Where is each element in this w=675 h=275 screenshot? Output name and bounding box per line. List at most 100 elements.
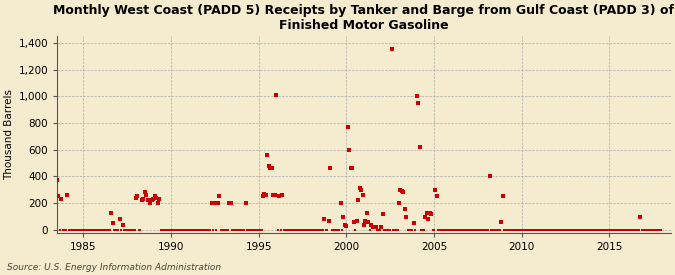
Point bbox=[607, 228, 618, 232]
Point bbox=[75, 228, 86, 232]
Point bbox=[499, 228, 510, 232]
Point bbox=[333, 228, 344, 232]
Point bbox=[512, 228, 522, 232]
Point bbox=[566, 228, 577, 232]
Point bbox=[506, 228, 517, 232]
Point bbox=[292, 228, 302, 232]
Point bbox=[468, 228, 479, 232]
Point bbox=[119, 228, 130, 232]
Point bbox=[443, 228, 454, 232]
Point bbox=[543, 228, 554, 232]
Point bbox=[211, 228, 221, 232]
Point bbox=[489, 228, 500, 232]
Point bbox=[400, 206, 410, 211]
Point bbox=[377, 212, 388, 216]
Point bbox=[325, 166, 335, 170]
Point bbox=[462, 228, 473, 232]
Point bbox=[303, 228, 314, 232]
Point bbox=[138, 197, 148, 201]
Point bbox=[446, 228, 457, 232]
Point bbox=[423, 217, 433, 221]
Point bbox=[262, 153, 273, 157]
Point bbox=[477, 228, 488, 232]
Point bbox=[421, 210, 432, 215]
Point bbox=[97, 228, 107, 232]
Point bbox=[55, 228, 65, 232]
Point bbox=[153, 201, 163, 205]
Point bbox=[136, 198, 147, 203]
Point bbox=[547, 228, 558, 232]
Point bbox=[516, 228, 527, 232]
Point bbox=[99, 228, 109, 232]
Point bbox=[608, 228, 619, 232]
Point bbox=[218, 228, 229, 232]
Point bbox=[253, 228, 264, 232]
Point bbox=[337, 228, 348, 232]
Point bbox=[481, 228, 492, 232]
Point bbox=[407, 228, 418, 232]
Point bbox=[274, 194, 285, 199]
Point bbox=[283, 228, 294, 232]
Point bbox=[85, 228, 96, 232]
Point bbox=[327, 228, 338, 232]
Point bbox=[414, 145, 425, 149]
Point bbox=[243, 228, 254, 232]
Point bbox=[525, 228, 536, 232]
Point bbox=[322, 228, 333, 232]
Point bbox=[145, 201, 156, 205]
Point bbox=[165, 228, 176, 232]
Point bbox=[341, 224, 352, 228]
Point bbox=[261, 193, 271, 197]
Point bbox=[613, 228, 624, 232]
Point bbox=[221, 228, 232, 232]
Point bbox=[180, 228, 191, 232]
Point bbox=[433, 228, 444, 232]
Point bbox=[160, 228, 171, 232]
Point bbox=[120, 228, 131, 232]
Point bbox=[500, 228, 511, 232]
Point bbox=[510, 228, 521, 232]
Point bbox=[183, 228, 194, 232]
Point bbox=[652, 228, 663, 232]
Point bbox=[559, 228, 570, 232]
Point bbox=[574, 228, 585, 232]
Point bbox=[157, 228, 167, 232]
Point bbox=[126, 228, 137, 232]
Point bbox=[293, 228, 304, 232]
Point bbox=[256, 228, 267, 232]
Point bbox=[189, 228, 200, 232]
Point bbox=[279, 228, 290, 232]
Point bbox=[470, 228, 481, 232]
Point bbox=[209, 201, 220, 205]
Point bbox=[281, 228, 292, 232]
Point bbox=[214, 194, 225, 199]
Point bbox=[217, 228, 227, 232]
Point bbox=[386, 47, 397, 52]
Point bbox=[410, 228, 421, 232]
Point bbox=[109, 228, 119, 232]
Point bbox=[204, 228, 215, 232]
Point bbox=[579, 228, 590, 232]
Point bbox=[155, 228, 166, 232]
Point bbox=[277, 193, 288, 197]
Point bbox=[234, 228, 245, 232]
Point bbox=[205, 228, 216, 232]
Point bbox=[366, 222, 377, 227]
Point bbox=[408, 221, 419, 226]
Point bbox=[599, 228, 610, 232]
Point bbox=[268, 193, 279, 197]
Point bbox=[449, 228, 460, 232]
Point bbox=[51, 178, 62, 183]
Point bbox=[392, 228, 403, 232]
Point bbox=[634, 214, 645, 219]
Point bbox=[188, 228, 198, 232]
Point bbox=[526, 228, 537, 232]
Point bbox=[531, 228, 542, 232]
Point bbox=[589, 228, 600, 232]
Point bbox=[275, 228, 286, 232]
Point bbox=[101, 228, 112, 232]
Point bbox=[199, 228, 210, 232]
Point bbox=[304, 228, 315, 232]
Point bbox=[605, 228, 616, 232]
Point bbox=[515, 228, 526, 232]
